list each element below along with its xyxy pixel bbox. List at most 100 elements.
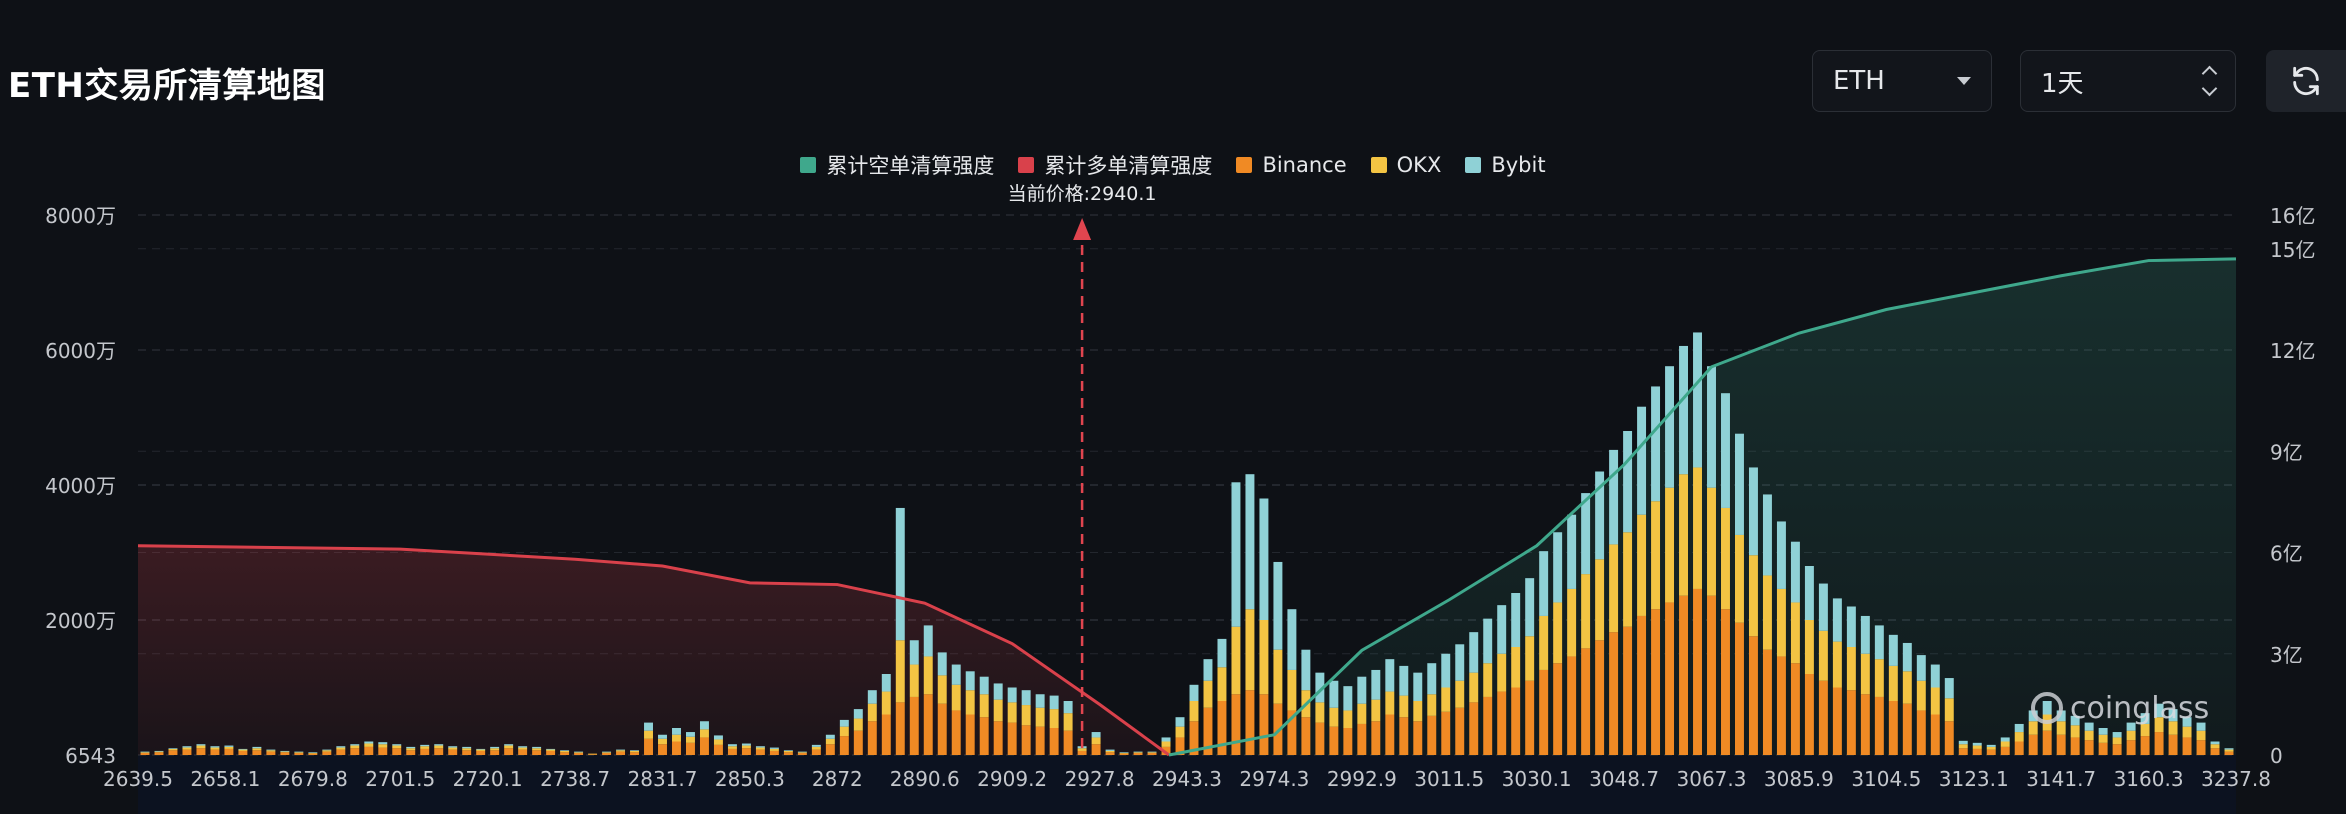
bar-bybit (1511, 593, 1521, 647)
bar-binance (1483, 696, 1493, 755)
bar-okx (1497, 653, 1507, 692)
bar-binance (1888, 701, 1898, 755)
bar-okx (1832, 641, 1842, 688)
bar-bybit (2042, 701, 2052, 715)
bar-okx (252, 748, 262, 751)
bar-bybit (294, 751, 304, 753)
x-tick-label: 2658.1 (190, 767, 260, 791)
bar-okx (2140, 723, 2150, 737)
bar-okx (574, 752, 584, 753)
bar-binance (1301, 717, 1311, 755)
bar-binance (1497, 691, 1507, 755)
bar-bybit (1203, 659, 1213, 681)
bar-binance (1399, 717, 1409, 755)
legend-item-okx[interactable]: OKX (1370, 150, 1441, 180)
x-tick-label: 3067.3 (1677, 767, 1747, 791)
bar-binance (1832, 687, 1842, 755)
bar-bybit (1483, 618, 1493, 664)
bar-bybit (1105, 749, 1115, 751)
bar-binance (1846, 690, 1856, 755)
bar-okx (853, 718, 863, 731)
bar-binance (1721, 609, 1730, 755)
bar-bybit (1846, 606, 1856, 647)
legend-item-binance[interactable]: Binance (1236, 150, 1347, 180)
legend-item-long[interactable]: 累计多单清算强度 (1018, 150, 1212, 180)
bar-bybit (182, 746, 192, 748)
bar-okx (1581, 574, 1591, 649)
bar-binance (210, 749, 220, 755)
x-tick-label: 3141.7 (2026, 767, 2096, 791)
bar-binance (1609, 632, 1619, 755)
bar-okx (2084, 730, 2094, 741)
bar-binance (490, 750, 500, 755)
bar-binance (1679, 595, 1689, 755)
asset-select[interactable]: ETH (1812, 50, 1992, 112)
bar-okx (1483, 663, 1493, 697)
bar-bybit (266, 749, 276, 751)
bar-binance (1665, 602, 1675, 755)
x-tick-label: 3237.8 (2201, 767, 2271, 791)
bar-binance (2210, 748, 2220, 755)
range-select[interactable]: 1天 (2020, 50, 2236, 112)
bar-okx (2014, 732, 2024, 742)
bar-bybit (1063, 701, 1073, 714)
bar-okx (588, 753, 598, 755)
bar-binance (406, 750, 416, 755)
x-tick-label: 2738.7 (540, 767, 610, 791)
legend-swatch-short (800, 157, 817, 173)
short-cumulative-area (1168, 258, 2236, 755)
x-tick-label: 3160.3 (2114, 767, 2184, 791)
bar-okx (532, 748, 542, 751)
x-tick-label: 2872 (812, 767, 863, 791)
bar-okx (1944, 698, 1954, 722)
bar-okx (1707, 487, 1716, 596)
legend-item-short[interactable]: 累计空单清算强度 (800, 150, 994, 180)
legend-item-bybit[interactable]: Bybit (1465, 150, 1546, 180)
bar-bybit (1525, 578, 1535, 637)
bar-binance (783, 752, 793, 755)
bar-binance (2028, 734, 2038, 755)
bar-bybit (252, 746, 262, 749)
bar-bybit (1972, 742, 1982, 746)
bar-okx (1972, 745, 1982, 749)
bar-okx (1385, 691, 1395, 715)
y-left-tick-label: 6543 (65, 744, 116, 768)
bar-binance (294, 752, 304, 755)
y-right-tick-label: 12亿 (2270, 339, 2315, 363)
bar-bybit (420, 744, 430, 747)
bar-bybit (965, 671, 975, 691)
bar-bybit (825, 734, 835, 739)
bar-binance (2098, 742, 2108, 755)
bar-okx (1511, 647, 1521, 688)
bar-okx (1413, 701, 1423, 722)
bar-binance (1441, 711, 1451, 755)
bar-binance (1539, 669, 1549, 755)
bar-bybit (644, 722, 653, 731)
bar-bybit (783, 750, 793, 751)
legend-swatch-long (1018, 157, 1035, 173)
page-title: ETH交易所清算地图 (8, 66, 326, 106)
bar-bybit (1035, 694, 1045, 708)
bar-binance (1119, 753, 1129, 755)
bar-binance (2140, 736, 2150, 755)
bar-okx (504, 745, 514, 749)
range-select-value: 1天 (2041, 68, 2084, 99)
bar-binance (867, 721, 877, 755)
bar-binance (1581, 648, 1591, 755)
bar-binance (448, 749, 458, 755)
bar-binance (1776, 656, 1786, 755)
bar-bybit (1832, 598, 1842, 642)
bar-bybit (504, 744, 514, 746)
bar-binance (1259, 694, 1269, 755)
bar-binance (350, 748, 360, 755)
bar-binance (672, 741, 681, 755)
refresh-button[interactable] (2266, 50, 2346, 112)
bar-binance (2000, 746, 2010, 755)
bar-okx (895, 640, 905, 703)
bar-okx (1693, 467, 1702, 589)
bar-bybit (1217, 638, 1227, 668)
bar-binance (1161, 746, 1171, 755)
bar-bybit (769, 747, 779, 749)
bar-bybit (1818, 583, 1828, 631)
bar-okx (1189, 701, 1199, 722)
